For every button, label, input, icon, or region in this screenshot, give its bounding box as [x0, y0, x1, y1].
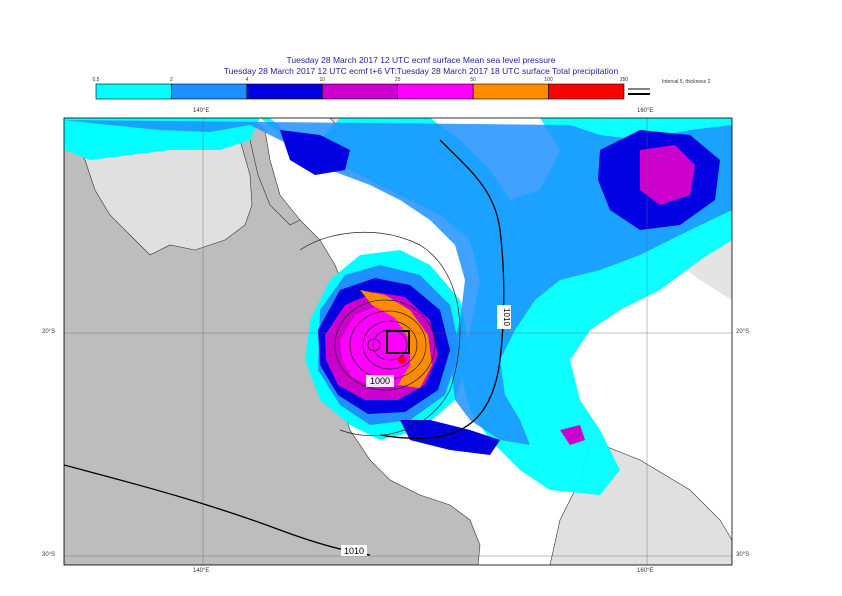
isobar-1010-east	[379, 139, 505, 439]
lon-label-bottom-140: 140°E	[193, 568, 210, 574]
lat-label-left-20s: 20°S	[42, 329, 56, 335]
legend-tick-label: 25	[395, 77, 401, 83]
legend-tick-label: 0.5	[93, 77, 100, 83]
precipitation-legend: 0.5 2 4 10 25 50 100 250	[93, 77, 650, 100]
legend-tick-label: 250	[620, 77, 629, 83]
lat-label-left-30s: 30°S	[42, 552, 56, 558]
cyclone-target-box	[386, 330, 410, 354]
isobar-label-1010-south: 1010	[344, 546, 364, 556]
isobar-label-1010-east: 1010	[502, 308, 511, 326]
map-frame	[63, 117, 733, 566]
legend-tick-label: 50	[470, 77, 476, 83]
precip-magenta-spot	[560, 425, 585, 445]
isobar-label-1000: 1000	[370, 376, 390, 386]
legend-tick-label: 100	[544, 77, 553, 83]
cape-york	[249, 118, 301, 226]
lon-label-top-140: 140°E	[193, 108, 210, 114]
precip-darkblue-s	[400, 420, 500, 455]
precip-blue-band	[64, 120, 732, 445]
lon-label-top-160: 160°E	[637, 108, 654, 114]
legend-color-box	[548, 83, 625, 100]
precip-red-core	[398, 356, 406, 364]
map-title-line-2: Tuesday 28 March 2017 12 UTC ecmf t+6 VT…	[223, 66, 619, 76]
legend-tick-label: 10	[320, 77, 326, 83]
precip-orange-arc	[360, 290, 432, 388]
precip-darkblue-nw	[280, 130, 350, 175]
lat-label-right-20s: 20°S	[736, 329, 750, 335]
legend-tick-label: 4	[245, 77, 248, 83]
lon-label-bottom-160: 160°E	[637, 568, 654, 574]
graticule	[64, 118, 732, 565]
legend-tick-label: 2	[170, 77, 173, 83]
isobar-interval-note: Interval 5, thickness 2	[662, 79, 711, 85]
map-title-line-1: Tuesday 28 March 2017 12 UTC ecmf surfac…	[286, 55, 556, 65]
precip-magenta-ne	[640, 145, 695, 205]
lat-label-right-30s: 30°S	[736, 552, 750, 558]
